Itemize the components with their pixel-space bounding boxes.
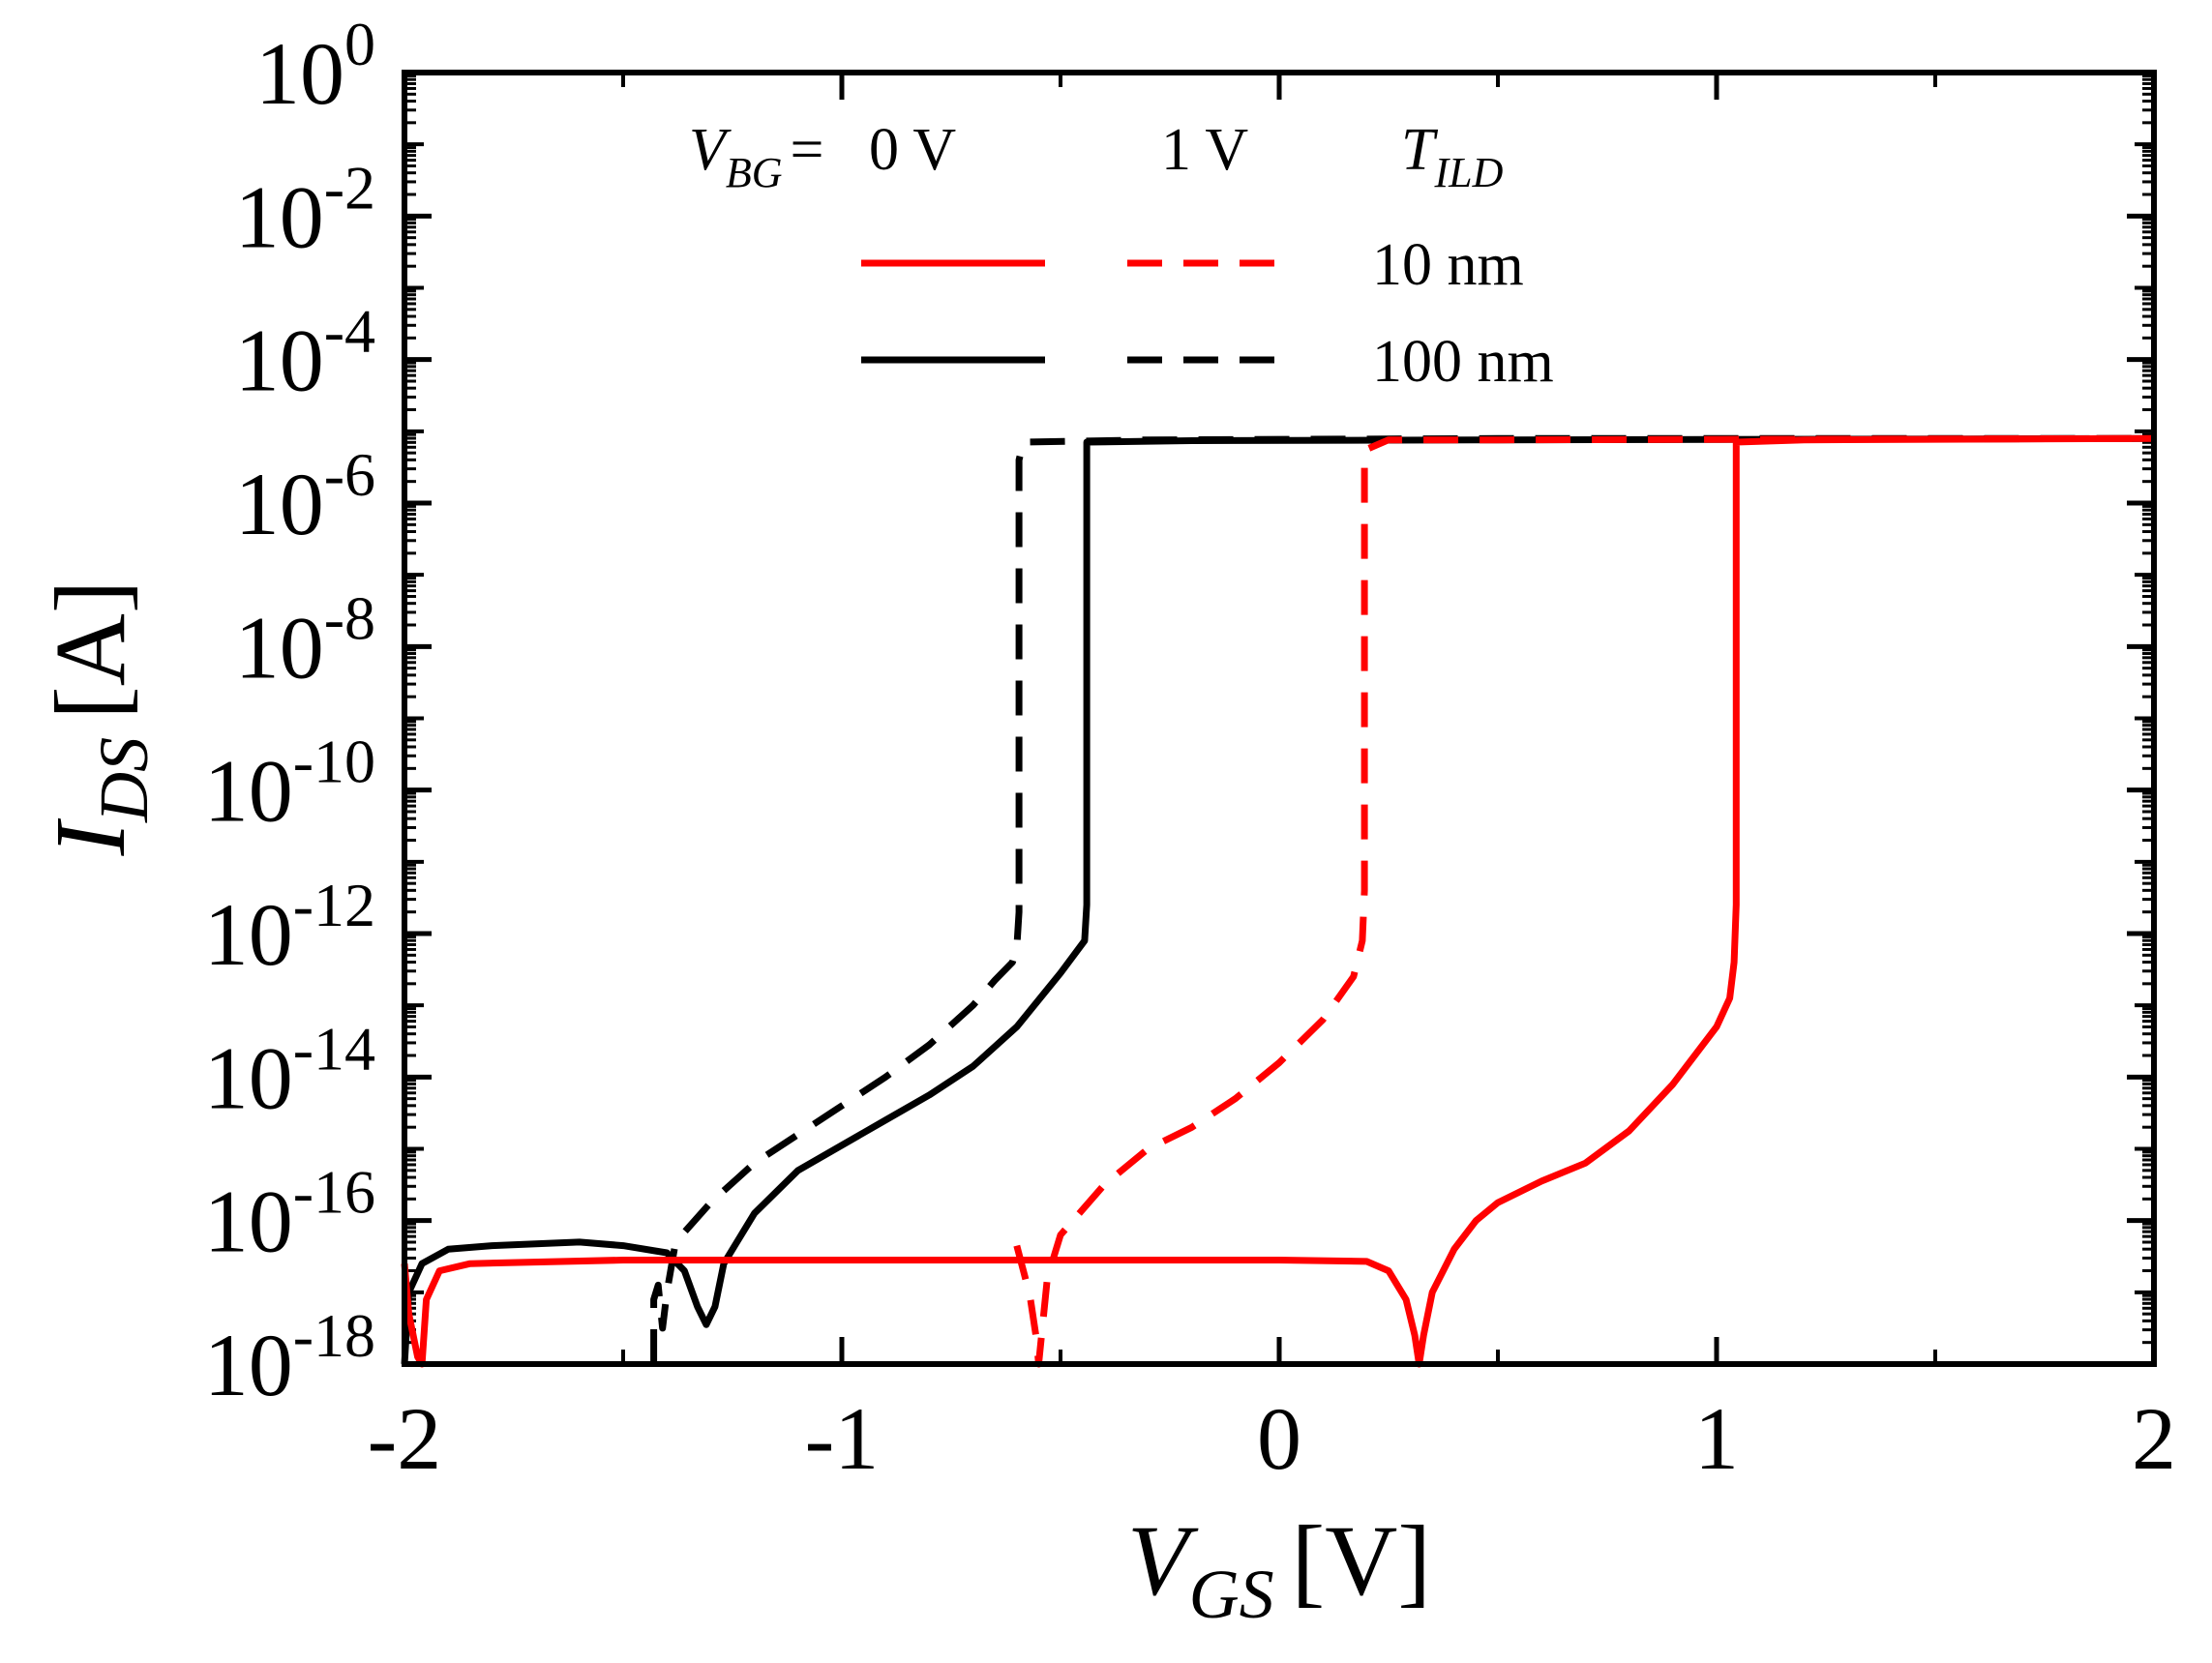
series-lines [401, 434, 2155, 1368]
tick-marks [402, 70, 2157, 1367]
y-tick-label: 10-18 [204, 1301, 375, 1414]
y-tick-label: 10-14 [204, 1014, 375, 1127]
legend-tild-label: TILD [1401, 117, 1504, 196]
y-tick-label: 10-6 [235, 440, 375, 553]
x-tick-labels: -2 -1 0 1 2 [368, 1389, 2176, 1488]
series-line-1 [401, 434, 2155, 1365]
legend-label-100nm: 100 nm [1372, 329, 1554, 395]
series-line-0 [650, 434, 2154, 1364]
x-tick-label: 2 [2132, 1389, 2176, 1488]
x-tick-label: -1 [805, 1389, 880, 1488]
y-tick-label: 100 [255, 10, 375, 123]
legend-label-10nm: 10 nm [1372, 232, 1524, 298]
y-tick-label: 10-10 [204, 728, 375, 841]
x-tick-label: 0 [1257, 1389, 1301, 1488]
y-tick-label: 10-8 [235, 583, 375, 697]
y-tick-label: 10-12 [204, 871, 375, 984]
x-tick-label: 1 [1694, 1389, 1739, 1488]
x-tick-label: -2 [368, 1389, 442, 1488]
legend-vbg-label: VBG = [689, 117, 824, 196]
y-tick-label: 10-16 [204, 1158, 375, 1271]
series-line-3 [401, 434, 2155, 1368]
x-axis-title: VGS [V] [1127, 1505, 1431, 1633]
legend-vbg-1v: 1 V [1161, 117, 1248, 183]
plot-area-frame [402, 70, 2157, 1367]
y-tick-label: 10-4 [235, 297, 375, 410]
series-line-2 [1013, 434, 2155, 1368]
legend: VBG = 0 V 1 V TILD 10 nm 100 nm [689, 117, 1554, 395]
y-tick-labels: 100 10-2 10-4 10-6 10-8 10-10 10-12 10-14 10-16 1… [204, 10, 375, 1414]
legend-vbg-0v: 0 V [869, 117, 956, 183]
y-axis-title: IDS[A] [35, 579, 163, 856]
y-tick-label: 10-2 [235, 153, 375, 266]
